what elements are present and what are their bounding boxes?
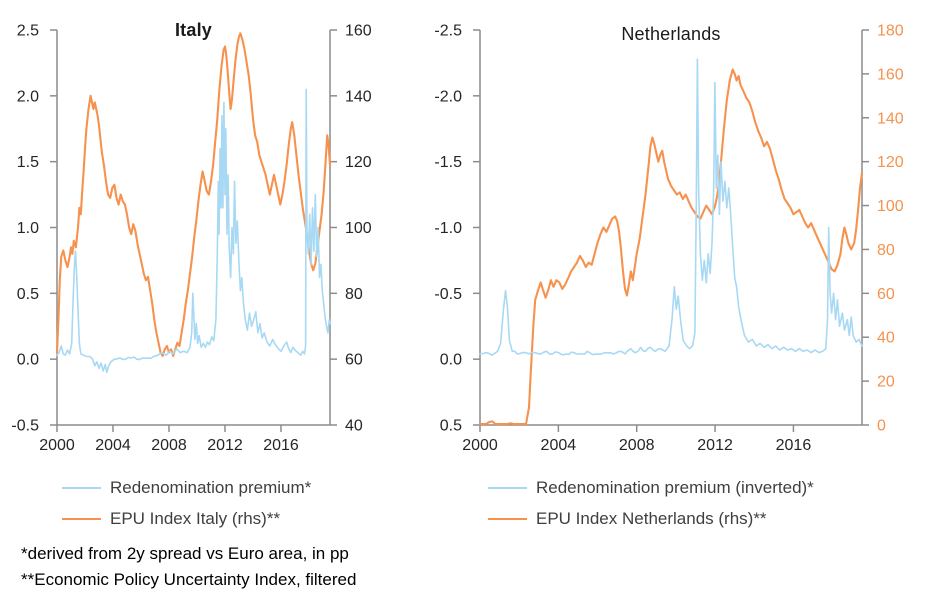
netherlands-right-tick-label: 80 [877,242,895,259]
italy-left-tick-label: 2.0 [17,88,39,105]
netherlands-right-tick-label: 0 [877,418,886,435]
netherlands-right-tick-label: 120 [877,154,904,171]
italy-right-tick-label: 120 [345,154,372,171]
legend-item-epu-italy: EPU Index Italy (rhs)** [62,503,311,534]
italy-left-tick-label: 1.0 [17,220,39,237]
italy-right-tick-label: 160 [345,23,372,40]
netherlands-right-tick-label: 180 [877,23,904,40]
premium-line-swatch [488,486,527,489]
netherlands-left-tick-label: 0.0 [440,352,462,369]
netherlands-left-tick-label: -1.5 [434,154,462,171]
italy-x-tick-label: 2000 [39,437,75,454]
netherlands-right-tick-label: 20 [877,374,895,391]
italy-right-tick-label: 60 [345,352,363,369]
legend-label-epu-italy: EPU Index Italy (rhs)** [110,508,281,528]
legend-netherlands: Redenomination premium (inverted)* EPU I… [488,472,814,534]
footnote-premium-definition: *derived from 2y spread vs Euro area, in… [21,544,349,563]
chart-title-italy: Italy [174,20,213,40]
netherlands-right-tick-label: 100 [877,198,904,215]
charts-svg: 2.5 2.0 1.5 1.0 0.5 0.0 -0.5 160 140 120 100 80 60 40… [11,23,904,455]
italy-left-tick-label: 0.0 [17,352,39,369]
legend-italy: Redenomination premium* EPU Index Italy … [62,472,311,534]
italy-right-tick-label: 100 [345,220,372,237]
footnote-epu-definition: **Economic Policy Uncertainty Index, fil… [21,570,357,589]
netherlands-right-tick-label: 160 [877,66,904,83]
netherlands-series-epu-line [478,68,864,426]
legend-label-premium-italy: Redenomination premium* [110,477,312,497]
netherlands-right-tick-label: 60 [877,286,895,303]
legend-item-premium-netherlands: Redenomination premium (inverted)* [488,472,814,503]
legend-item-epu-netherlands: EPU Index Netherlands (rhs)** [488,503,814,534]
italy-left-tick-label: -0.5 [11,418,39,435]
footnotes: *derived from 2y spread vs Euro area, in… [21,541,356,593]
italy-series-premium-line [56,88,331,374]
premium-line-swatch [62,486,101,489]
netherlands-x-tick-label: 2012 [697,437,733,454]
netherlands-right-tick-label: 140 [877,110,904,127]
italy-x-tick-label: 2008 [151,437,187,454]
epu-line-swatch [488,517,527,520]
italy-x-tick-label: 2016 [263,437,299,454]
italy-left-tick-label: 0.5 [17,286,39,303]
netherlands-left-tick-label: -2.0 [434,88,462,105]
netherlands-left-tick-label: -1.0 [434,220,462,237]
italy-right-tick-label: 80 [345,286,363,303]
italy-series-epu-line [55,32,332,357]
netherlands-series-premium-line [479,58,863,357]
netherlands-x-tick-label: 2000 [462,437,498,454]
italy-left-tick-label: 1.5 [17,154,39,171]
netherlands-left-tick-label: 0.5 [440,418,462,435]
legend-label-epu-netherlands: EPU Index Netherlands (rhs)** [536,508,767,528]
epu-line-swatch [62,517,101,520]
netherlands-x-tick-label: 2004 [541,437,577,454]
italy-x-tick-label: 2012 [207,437,243,454]
legend-item-premium-italy: Redenomination premium* [62,472,311,503]
netherlands-right-tick-label: 40 [877,330,895,347]
italy-right-tick-label: 40 [345,418,363,435]
netherlands-x-tick-label: 2008 [619,437,655,454]
chart-title-netherlands: Netherlands [621,24,721,44]
legend-label-premium-netherlands: Redenomination premium (inverted)* [536,477,814,497]
netherlands-x-tick-label: 2016 [776,437,812,454]
italy-right-tick-label: 140 [345,88,372,105]
italy-left-tick-label: 2.5 [17,23,39,40]
netherlands-left-tick-label: -2.5 [434,23,462,40]
netherlands-left-tick-label: -0.5 [434,286,462,303]
italy-x-tick-label: 2004 [95,437,131,454]
